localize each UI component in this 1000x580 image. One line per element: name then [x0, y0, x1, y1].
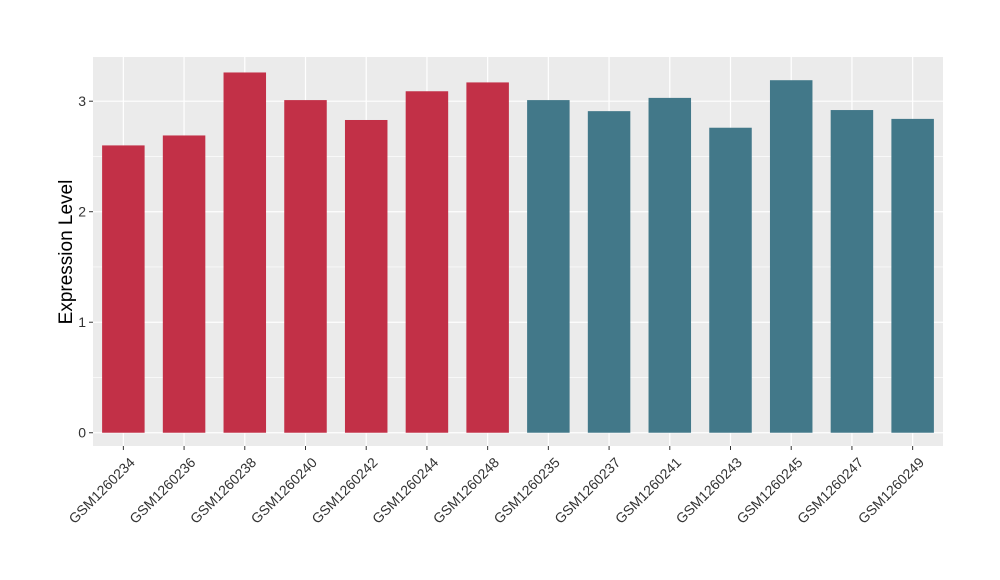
plot-panel [93, 57, 943, 446]
bar-GSM1260238 [223, 72, 267, 433]
bar-GSM1260234 [102, 145, 145, 433]
bar-GSM1260245 [769, 80, 813, 433]
bar-GSM1260235 [527, 100, 570, 433]
y-tick-label: 2 [78, 204, 86, 220]
bars [102, 72, 934, 433]
bar-GSM1260242 [344, 119, 388, 433]
bar-GSM1260243 [709, 127, 752, 433]
y-tick-label: 3 [78, 93, 86, 109]
y-tick-label: 0 [78, 425, 86, 441]
bar-GSM1260249 [891, 118, 934, 433]
bar-GSM1260236 [162, 135, 206, 433]
bar-GSM1260244 [405, 91, 449, 433]
y-axis: 0 1 2 3 [78, 93, 93, 441]
y-tick-label: 1 [78, 314, 86, 330]
bar-GSM1260248 [466, 82, 509, 433]
bar-GSM1260240 [284, 100, 327, 433]
bar-GSM1260241 [648, 97, 692, 433]
bar-GSM1260237 [587, 111, 631, 433]
x-axis: GSM1260234GSM1260236GSM1260238GSM1260240… [65, 446, 927, 527]
y-axis-title: Expression Level [56, 180, 77, 325]
bar-GSM1260247 [830, 110, 874, 433]
